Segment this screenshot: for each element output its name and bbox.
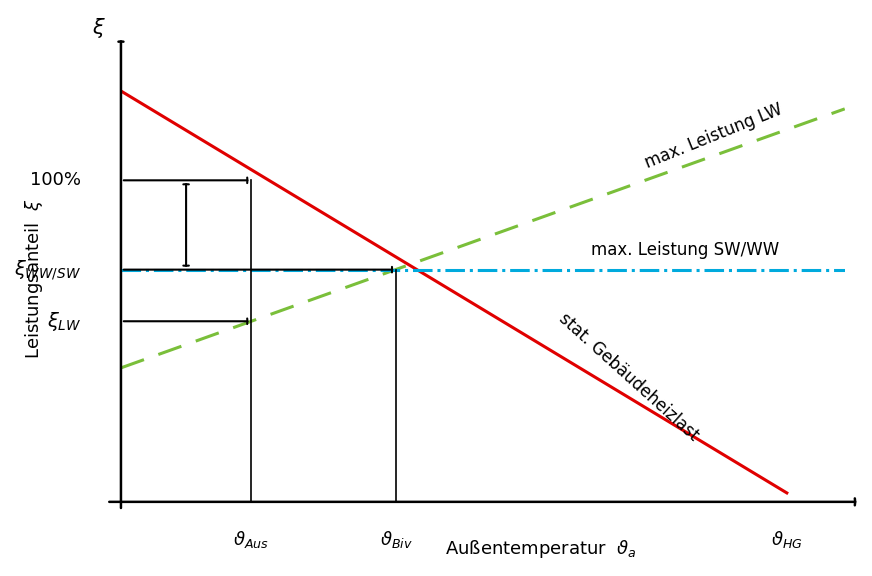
Text: max. Leistung SW/WW: max. Leistung SW/WW (591, 241, 780, 259)
Text: $\xi_{LW}$: $\xi_{LW}$ (47, 310, 81, 333)
Text: $\vartheta_{Biv}$: $\vartheta_{Biv}$ (379, 529, 412, 550)
Text: max. Leistung LW: max. Leistung LW (642, 100, 785, 172)
Text: $\xi_{WW/SW}$: $\xi_{WW/SW}$ (14, 257, 81, 282)
Text: $\vartheta_{Aus}$: $\vartheta_{Aus}$ (233, 529, 269, 550)
Text: Außentemperatur  $\vartheta_a$: Außentemperatur $\vartheta_a$ (445, 537, 637, 559)
Text: $\xi$: $\xi$ (92, 17, 106, 40)
Text: 100%: 100% (31, 171, 81, 190)
Text: Leistungsanteil  $\xi$: Leistungsanteil $\xi$ (23, 198, 45, 359)
Text: $\vartheta_{HG}$: $\vartheta_{HG}$ (771, 529, 803, 550)
Text: stat. Gebäudeheizlast: stat. Gebäudeheizlast (555, 309, 702, 444)
